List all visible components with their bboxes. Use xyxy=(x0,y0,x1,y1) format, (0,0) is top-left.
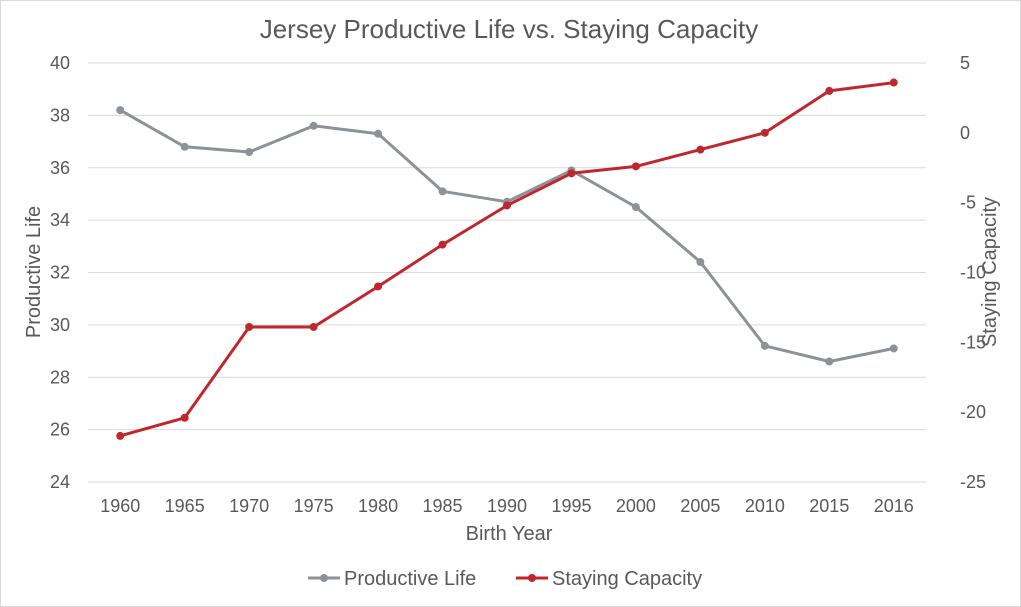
right-tick-label: -10 xyxy=(960,263,986,283)
x-tick-label: 1965 xyxy=(165,496,205,516)
legend: Productive Life Staying Capacity xyxy=(308,568,702,590)
data-point xyxy=(180,413,189,422)
x-tick-label: 2000 xyxy=(616,496,656,516)
data-point xyxy=(374,129,383,138)
data-point xyxy=(696,145,705,154)
left-tick-label: 34 xyxy=(50,210,70,230)
data-point xyxy=(374,282,383,291)
legend-swatch-marker xyxy=(528,574,536,582)
legend-swatch-marker xyxy=(320,574,328,582)
x-tick-label: 2016 xyxy=(874,496,914,516)
data-point xyxy=(180,142,189,151)
data-point xyxy=(889,78,898,87)
right-axis-ticks: -25 -20 -15 -10 -5 0 5 xyxy=(960,53,986,492)
right-axis-label: Staying Capacity xyxy=(979,197,1001,347)
right-tick-label: -25 xyxy=(960,472,986,492)
data-point xyxy=(696,258,705,267)
x-tick-label: 1990 xyxy=(487,496,527,516)
left-tick-label: 26 xyxy=(50,420,70,440)
x-tick-label: 1960 xyxy=(100,496,140,516)
x-tick-label: 1970 xyxy=(229,496,269,516)
data-point xyxy=(245,322,254,331)
data-point xyxy=(309,121,318,130)
left-tick-label: 40 xyxy=(50,53,70,73)
left-tick-label: 24 xyxy=(50,472,70,492)
x-tick-label: 2005 xyxy=(680,496,720,516)
left-axis-label: Productive Life xyxy=(23,206,45,338)
right-tick-label: -20 xyxy=(960,402,986,422)
data-point xyxy=(438,187,447,196)
series-layer xyxy=(116,78,898,440)
right-tick-label: -5 xyxy=(960,193,976,213)
x-tick-label: 2010 xyxy=(745,496,785,516)
x-axis-label: Birth Year xyxy=(466,523,553,545)
x-tick-label: 1975 xyxy=(294,496,334,516)
data-point xyxy=(631,203,640,212)
left-axis-ticks: 24 26 28 30 32 34 36 38 40 xyxy=(50,53,70,492)
series-1 xyxy=(116,78,898,440)
legend-label: Staying Capacity xyxy=(552,568,702,590)
gridlines xyxy=(88,62,926,483)
left-tick-label: 32 xyxy=(50,263,70,283)
data-point xyxy=(825,86,834,95)
right-tick-label: 5 xyxy=(960,53,970,73)
data-point xyxy=(245,148,254,157)
data-point xyxy=(116,431,125,440)
legend-label: Productive Life xyxy=(344,568,476,590)
data-point xyxy=(760,341,769,350)
left-tick-label: 38 xyxy=(50,105,70,125)
x-tick-label: 1995 xyxy=(551,496,591,516)
legend-item: Staying Capacity xyxy=(516,568,702,590)
left-tick-label: 36 xyxy=(50,158,70,178)
data-point xyxy=(825,357,834,366)
data-point xyxy=(567,169,576,178)
right-tick-label: 0 xyxy=(960,123,970,143)
data-point xyxy=(503,201,511,210)
legend-item: Productive Life xyxy=(308,568,476,590)
x-tick-label: 1980 xyxy=(358,496,398,516)
data-point xyxy=(889,344,898,353)
data-point xyxy=(760,128,769,137)
data-point xyxy=(116,106,125,115)
data-point xyxy=(309,322,318,331)
x-axis-ticks: 1960 1965 1970 1975 1980 1985 1990 1995 2000 2005… xyxy=(100,496,914,516)
left-tick-label: 30 xyxy=(50,315,70,335)
data-point xyxy=(438,240,447,249)
left-tick-label: 28 xyxy=(50,367,70,387)
x-tick-label: 1985 xyxy=(423,496,463,516)
x-tick-label: 2015 xyxy=(809,496,849,516)
data-point xyxy=(631,162,640,171)
right-tick-label: -15 xyxy=(960,332,986,352)
chart-title: Jersey Productive Life vs. Staying Capac… xyxy=(260,14,759,44)
